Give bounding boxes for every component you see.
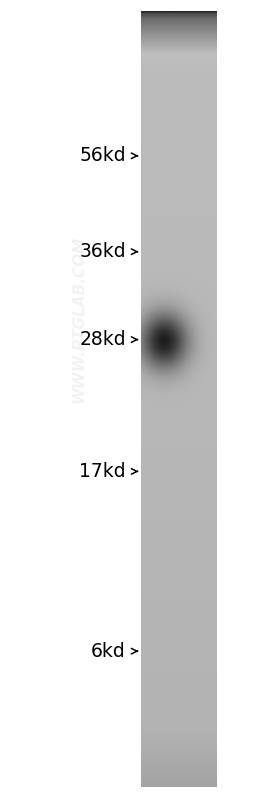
Text: 36kd: 36kd [79,242,126,261]
Text: 28kd: 28kd [79,330,126,349]
Text: 56kd: 56kd [79,146,126,165]
Text: 6kd: 6kd [91,642,126,661]
Text: WWW.PTGLAB.COM: WWW.PTGLAB.COM [71,236,86,403]
Text: 17kd: 17kd [79,462,126,481]
